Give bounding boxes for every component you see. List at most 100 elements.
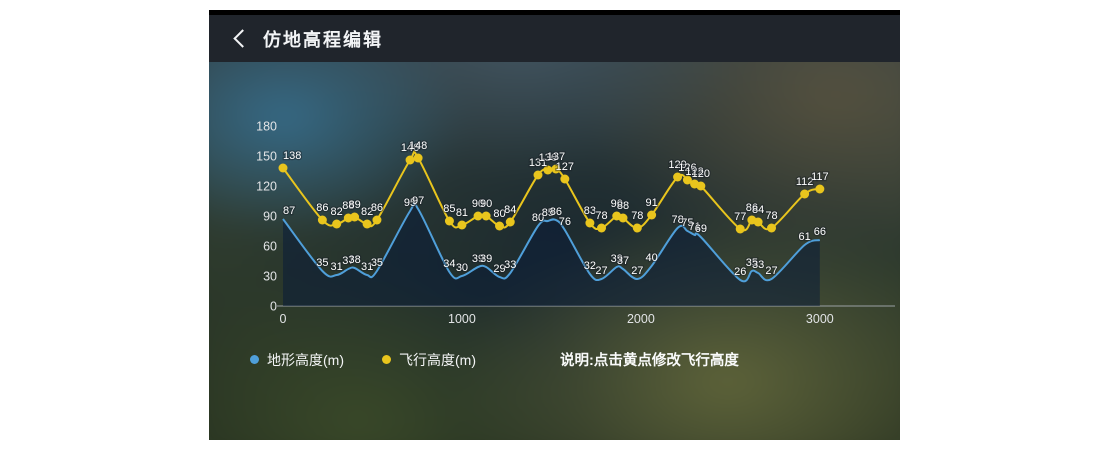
flight-point-label: 131 <box>529 157 547 169</box>
flight-height-point[interactable] <box>815 184 825 194</box>
flight-point-label: 127 <box>556 161 574 173</box>
flight-height-point[interactable] <box>585 218 595 228</box>
terrain-point-label: 37 <box>342 255 354 267</box>
terrain-point-label: 33 <box>752 259 764 271</box>
flight-point-label: 86 <box>371 202 383 214</box>
flight-point-label: 84 <box>752 204 764 216</box>
flight-height-point[interactable] <box>278 163 288 173</box>
flight-height-point[interactable] <box>362 219 372 229</box>
flight-point-label: 148 <box>409 140 427 152</box>
flight-point-label: 89 <box>348 199 360 211</box>
flight-height-point[interactable] <box>332 219 342 229</box>
flight-height-point[interactable] <box>682 175 692 185</box>
terrain-point-label: 71 <box>688 221 700 233</box>
flight-height-point[interactable] <box>405 155 415 165</box>
flight-height-point[interactable] <box>618 213 628 223</box>
header-bar: 仿地高程编辑 <box>209 10 900 62</box>
terrain-point-label: 35 <box>746 257 758 269</box>
terrain-point-label: 27 <box>595 265 607 277</box>
flight-point-label: 86 <box>746 202 758 214</box>
instruction-note: 说明:点击黄点修改飞行高度 <box>560 353 739 369</box>
flight-height-point[interactable] <box>735 224 745 234</box>
flight-point-label: 80 <box>493 208 505 220</box>
y-tick-label: 30 <box>263 270 277 284</box>
terrain-point-label: 69 <box>695 223 707 235</box>
flight-height-point[interactable] <box>473 211 483 221</box>
flight-point-label: 136 <box>539 152 557 164</box>
terrain-point-label: 31 <box>331 261 343 273</box>
terrain-point-label: 26 <box>734 266 746 278</box>
flight-point-label: 117 <box>811 171 829 183</box>
flight-point-label: 112 <box>796 176 814 188</box>
flight-height-point[interactable] <box>597 223 607 233</box>
back-icon <box>232 29 252 48</box>
flight-height-point[interactable] <box>350 212 360 222</box>
back-button[interactable] <box>231 24 253 54</box>
flight-height-point[interactable] <box>505 217 515 227</box>
y-tick-label: 150 <box>256 150 277 164</box>
flight-point-label: 90 <box>480 198 492 210</box>
flight-point-label: 82 <box>361 206 373 218</box>
flight-height-point[interactable] <box>696 181 706 191</box>
terrain-point-label: 32 <box>584 260 596 272</box>
terrain-point-label: 80 <box>532 212 544 224</box>
flight-height-point[interactable] <box>372 215 382 225</box>
terrain-point-label: 85 <box>542 207 554 219</box>
flight-point-label: 81 <box>456 207 468 219</box>
flight-point-label: 137 <box>547 151 565 163</box>
terrain-legend-dot-icon <box>250 355 259 364</box>
terrain-area <box>283 202 820 306</box>
flight-point-label: 90 <box>611 198 623 210</box>
terrain-point-label: 27 <box>631 265 643 277</box>
x-tick-label: 0 <box>280 312 287 326</box>
flight-point-label: 90 <box>472 198 484 210</box>
terrain-point-label: 40 <box>646 252 658 264</box>
flight-point-label: 126 <box>678 162 696 174</box>
flight-height-point[interactable] <box>647 210 657 220</box>
x-tick-label: 1000 <box>448 312 476 326</box>
flight-height-point[interactable] <box>673 172 683 182</box>
flight-legend-dot-icon <box>382 355 391 364</box>
flight-point-label: 85 <box>443 203 455 215</box>
flight-height-point[interactable] <box>413 153 423 163</box>
flight-height-point[interactable] <box>767 223 777 233</box>
y-tick-label: 60 <box>263 240 277 254</box>
terrain-point-label: 39 <box>480 253 492 265</box>
flight-height-point[interactable] <box>800 189 810 199</box>
flight-height-point[interactable] <box>560 174 570 184</box>
flight-point-label: 86 <box>316 202 328 214</box>
terrain-point-label: 95 <box>404 197 416 209</box>
x-tick-label: 3000 <box>806 312 834 326</box>
flight-height-point[interactable] <box>444 216 454 226</box>
flight-height-point[interactable] <box>481 211 491 221</box>
terrain-point-label: 35 <box>316 257 328 269</box>
flight-height-point[interactable] <box>533 170 543 180</box>
flight-height-point[interactable] <box>543 165 553 175</box>
flight-height-point[interactable] <box>753 217 763 227</box>
flight-point-label: 88 <box>342 200 354 212</box>
terrain-point-label: 34 <box>443 258 455 270</box>
flight-height-point[interactable] <box>457 220 467 230</box>
flight-point-label: 88 <box>617 200 629 212</box>
terrain-point-label: 39 <box>472 253 484 265</box>
flight-point-label: 129 <box>668 159 686 171</box>
y-tick-label: 0 <box>270 300 277 314</box>
page-title: 仿地高程编辑 <box>263 29 383 50</box>
terrain-point-label: 37 <box>617 255 629 267</box>
flight-point-label: 78 <box>631 210 643 222</box>
terrain-point-label: 38 <box>348 254 360 266</box>
flight-point-label: 83 <box>584 205 596 217</box>
flight-height-point[interactable] <box>317 215 327 225</box>
terrain-point-label: 30 <box>456 262 468 274</box>
x-tick-label: 2000 <box>627 312 655 326</box>
flight-height-point[interactable] <box>551 164 561 174</box>
flight-height-point[interactable] <box>495 221 505 231</box>
flight-height-point[interactable] <box>632 223 642 233</box>
terrain-point-label: 75 <box>681 217 693 229</box>
legend-item-flight: 飞行高度(m) <box>382 350 476 370</box>
flight-point-label: 146 <box>401 142 419 154</box>
legend-label-terrain: 地形高度(m) <box>267 351 344 368</box>
terrain-point-label: 87 <box>283 205 295 217</box>
terrain-point-label: 76 <box>559 216 571 228</box>
